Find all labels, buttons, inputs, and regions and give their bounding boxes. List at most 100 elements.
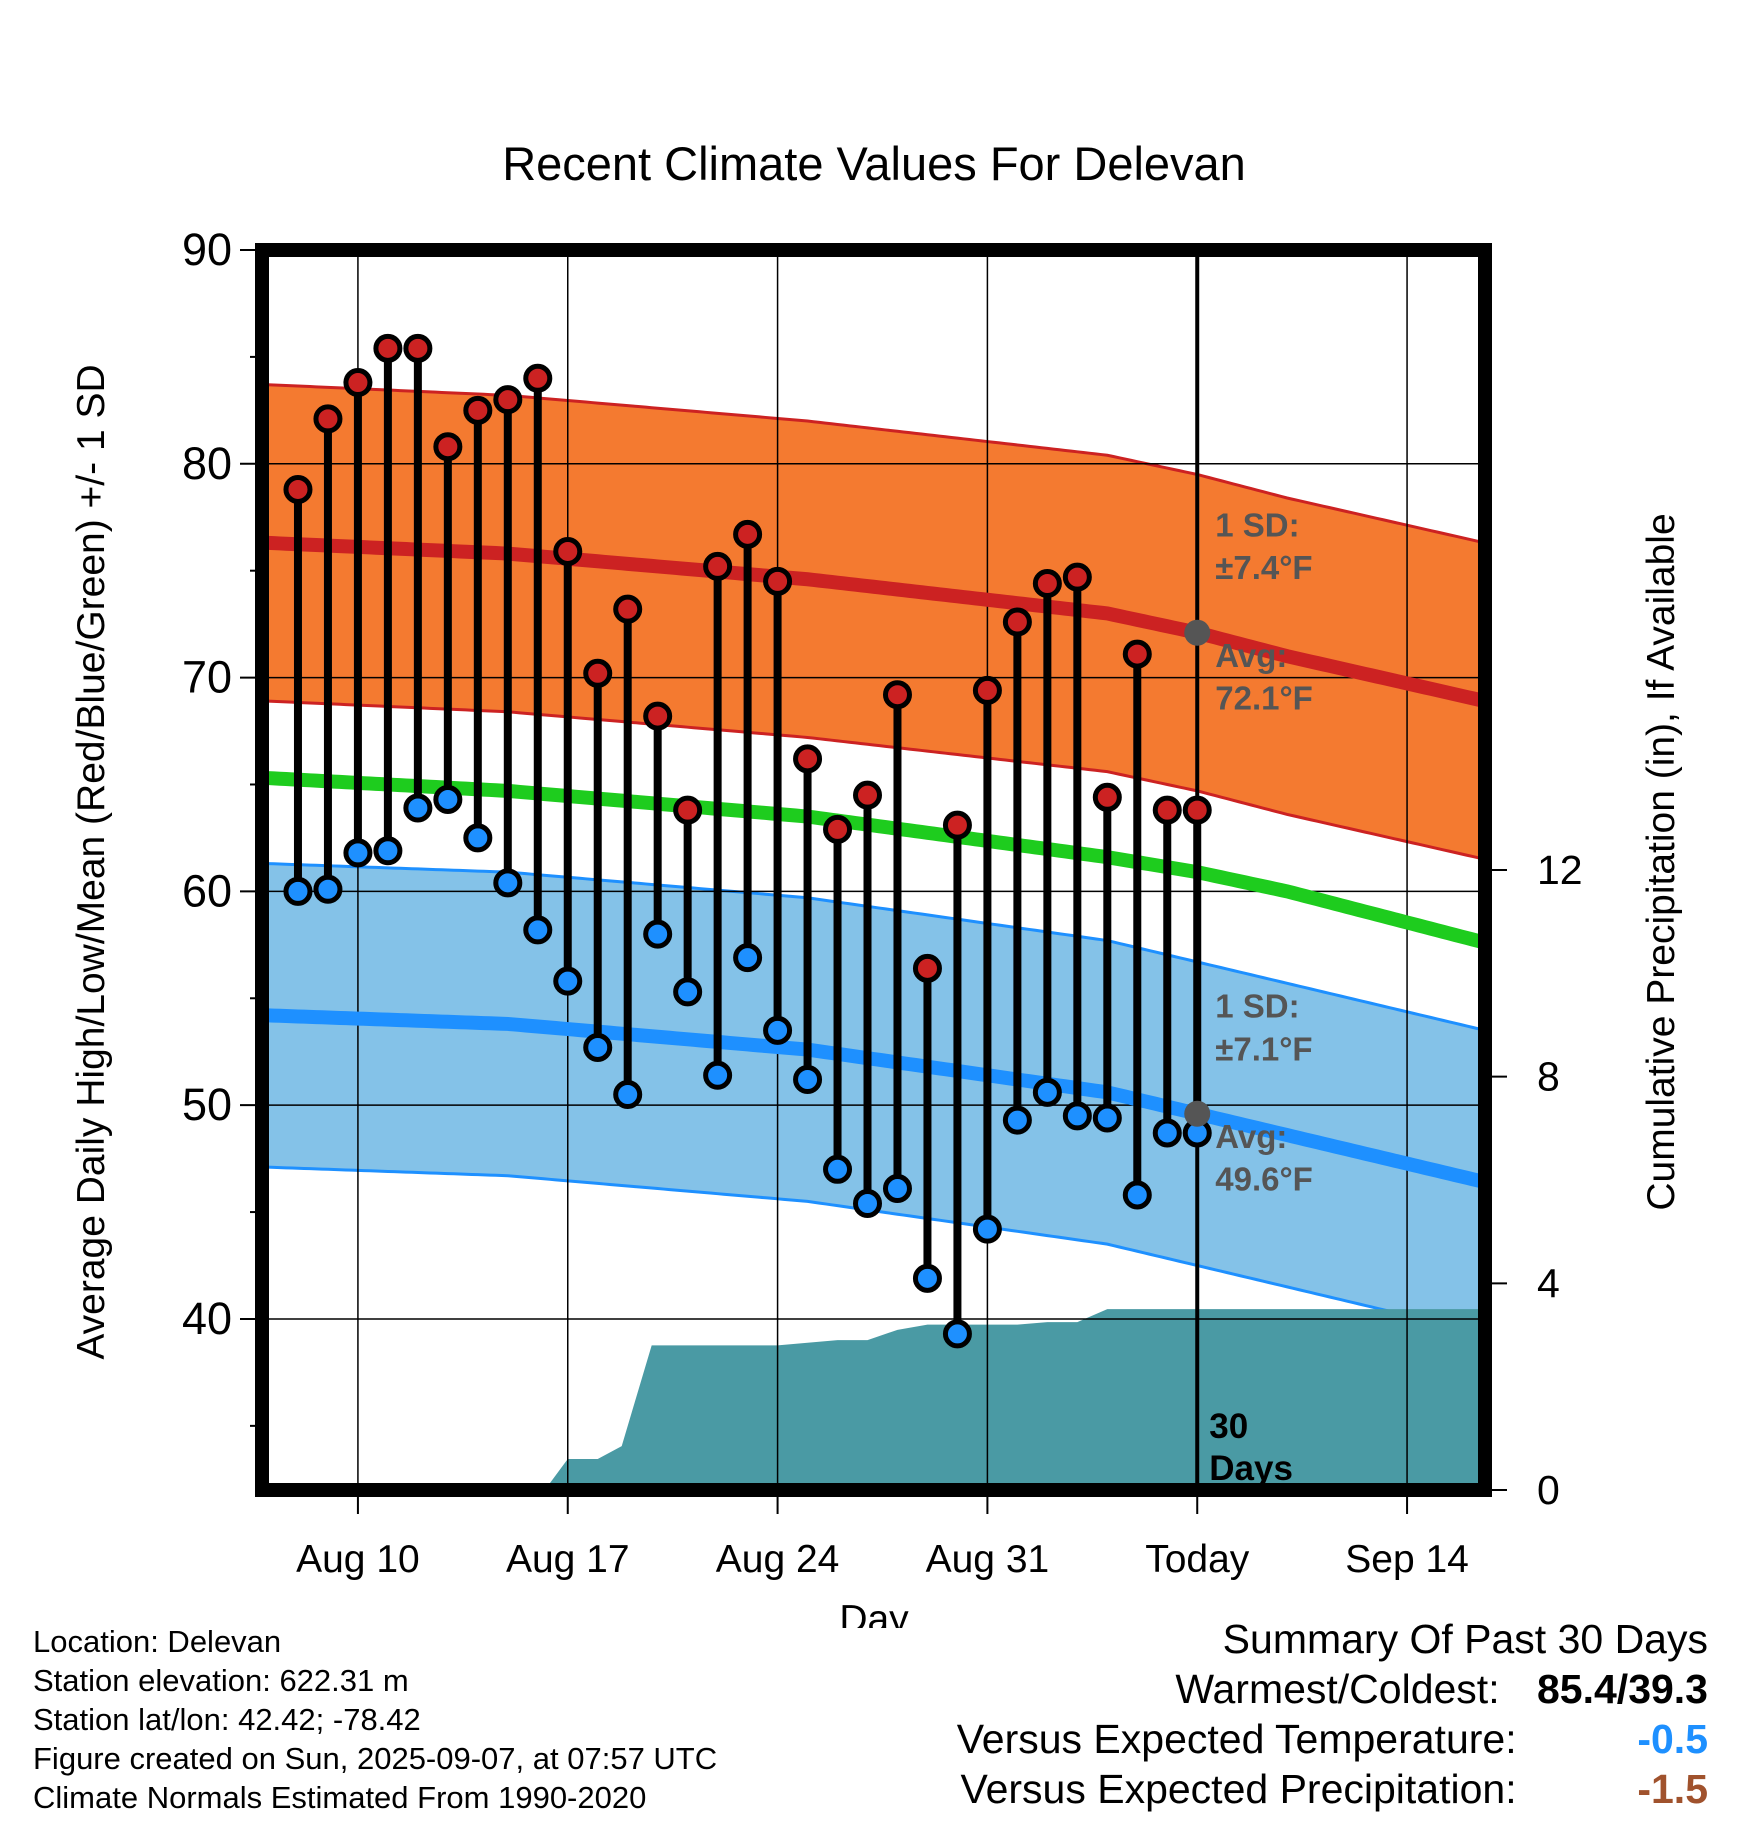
daily-high-point bbox=[1002, 607, 1032, 637]
daily-high-point bbox=[373, 333, 403, 363]
summary-title: Summary Of Past 30 Days bbox=[1222, 1616, 1708, 1662]
high-avg-value: 72.1°F bbox=[1215, 680, 1313, 717]
x-axis-label: Day bbox=[839, 1598, 909, 1628]
daily-high-point bbox=[972, 675, 1002, 705]
daily-low-point bbox=[1092, 1103, 1122, 1133]
daily-low-point bbox=[942, 1319, 972, 1349]
daily-low-point bbox=[283, 876, 313, 906]
high-sd-label: 1 SD: bbox=[1215, 506, 1299, 543]
summary-panel: Summary Of Past 30 Days Warmest/Coldest:… bbox=[957, 1614, 1708, 1814]
created-text: Figure created on Sun, 2025-09-07, at 07… bbox=[33, 1741, 718, 1776]
daily-low-point bbox=[733, 943, 763, 973]
y-tick-label: 50 bbox=[182, 1079, 232, 1130]
high-sd-band-lower-edge bbox=[267, 699, 1485, 861]
daily-low-point bbox=[343, 838, 373, 868]
daily-high-point bbox=[523, 363, 553, 393]
y-tick-label: 80 bbox=[182, 438, 232, 489]
daily-low-point bbox=[493, 868, 523, 898]
daily-low-point bbox=[673, 977, 703, 1007]
high-avg-label: Avg: bbox=[1215, 637, 1287, 674]
precip-period-unit: Days bbox=[1209, 1449, 1293, 1488]
daily-low-point bbox=[1062, 1101, 1092, 1131]
daily-high-point bbox=[583, 658, 613, 688]
y2-tick-label: 8 bbox=[1537, 1054, 1560, 1100]
daily-high-point bbox=[1032, 569, 1062, 599]
temp-label: Versus Expected Temperature: bbox=[956, 1716, 1517, 1762]
y2-tick-label: 0 bbox=[1537, 1467, 1560, 1513]
daily-low-point bbox=[373, 836, 403, 866]
daily-high-point bbox=[703, 551, 733, 581]
daily-low-point bbox=[1032, 1077, 1062, 1107]
normal-low-line bbox=[267, 1008, 1485, 1189]
low-sd-value: ±7.1°F bbox=[1215, 1030, 1312, 1067]
high-sd-value: ±7.4°F bbox=[1215, 549, 1312, 586]
daily-low-point bbox=[763, 1015, 793, 1045]
daily-high-point bbox=[463, 395, 493, 425]
warm-cold-label: Warmest/Coldest: bbox=[1175, 1666, 1500, 1712]
daily-high-point bbox=[1182, 795, 1212, 825]
daily-low-point bbox=[583, 1032, 613, 1062]
plot-content: 1 SD: ±7.4°F Avg: 72.1°F 1 SD: ±7.1°F Avg: 49.6… bbox=[262, 250, 1485, 1490]
daily-low-point bbox=[613, 1079, 643, 1109]
precip-period-number: 30 bbox=[1209, 1407, 1248, 1446]
daily-high-point bbox=[553, 536, 583, 566]
low-sd-label: 1 SD: bbox=[1215, 988, 1299, 1025]
x-tick-label: Aug 24 bbox=[716, 1538, 840, 1581]
daily-low-point bbox=[1002, 1105, 1032, 1135]
daily-high-point bbox=[733, 519, 763, 549]
daily-high-point bbox=[1062, 562, 1092, 592]
daily-high-point bbox=[853, 780, 883, 810]
precip-area bbox=[537, 1309, 1485, 1490]
daily-high-point bbox=[912, 953, 942, 983]
daily-low-point bbox=[433, 784, 463, 814]
x-tick-label: Sep 14 bbox=[1345, 1538, 1469, 1581]
low-sd-band-upper-edge bbox=[267, 862, 1485, 1032]
daily-high-point bbox=[493, 385, 523, 415]
low-avg-marker bbox=[1184, 1100, 1211, 1127]
daily-low-point bbox=[793, 1065, 823, 1095]
daily-low-point bbox=[313, 874, 343, 904]
daily-high-point bbox=[313, 404, 343, 434]
x-tick-label: Aug 31 bbox=[926, 1538, 1050, 1581]
y-tick-label: 60 bbox=[182, 865, 232, 916]
y2-tick-label: 4 bbox=[1537, 1260, 1560, 1306]
daily-high-point bbox=[823, 814, 853, 844]
high-sd-band-upper-edge bbox=[267, 383, 1485, 545]
daily-low-point bbox=[1152, 1118, 1182, 1148]
low-sd-band-fill bbox=[267, 863, 1485, 1334]
x-tick-label: Aug 17 bbox=[506, 1538, 630, 1581]
daily-low-point bbox=[912, 1263, 942, 1293]
daily-high-point bbox=[283, 474, 313, 504]
daily-low-point bbox=[972, 1214, 1002, 1244]
low-avg-value: 49.6°F bbox=[1215, 1161, 1313, 1198]
summary-temp: Versus Expected Temperature: -0.5 bbox=[957, 1714, 1708, 1764]
y2-axis-label: Cumulative Precipitation (in), If Availa… bbox=[1640, 513, 1683, 1210]
climate-chart: Recent Climate Values For Delevan Averag… bbox=[70, 137, 1683, 1628]
x-tick-label: Aug 10 bbox=[296, 1538, 420, 1581]
y-tick-label: 70 bbox=[182, 652, 232, 703]
station-info: Location: Delevan Station elevation: 622… bbox=[33, 1622, 717, 1817]
chart-title: Recent Climate Values For Delevan bbox=[502, 137, 1246, 190]
y2-tick-label: 12 bbox=[1537, 847, 1583, 893]
normal-high-line bbox=[267, 535, 1485, 708]
low-avg-label: Avg: bbox=[1215, 1118, 1287, 1155]
daily-low-point bbox=[643, 919, 673, 949]
normals-text: Climate Normals Estimated From 1990-2020 bbox=[33, 1780, 647, 1815]
daily-high-point bbox=[763, 566, 793, 596]
daily-low-point bbox=[882, 1174, 912, 1204]
daily-high-point bbox=[343, 368, 373, 398]
daily-low-point bbox=[853, 1189, 883, 1219]
daily-high-point bbox=[793, 744, 823, 774]
daily-high-point bbox=[613, 594, 643, 624]
precip-label: Versus Expected Precipitation: bbox=[960, 1766, 1517, 1812]
daily-high-point bbox=[643, 701, 673, 731]
y-tick-label: 40 bbox=[182, 1293, 232, 1344]
y-axis-label: Average Daily High/Low/Mean (Red/Blue/Gr… bbox=[70, 364, 113, 1359]
high-avg-marker bbox=[1184, 619, 1211, 646]
daily-low-point bbox=[463, 823, 493, 853]
daily-high-point bbox=[882, 680, 912, 710]
elevation-text: Station elevation: 622.31 m bbox=[33, 1663, 409, 1698]
daily-high-point bbox=[673, 795, 703, 825]
warm-cold-value: 85.4/39.3 bbox=[1537, 1666, 1708, 1712]
summary-warm-cold: Warmest/Coldest: 85.4/39.3 bbox=[957, 1664, 1708, 1714]
